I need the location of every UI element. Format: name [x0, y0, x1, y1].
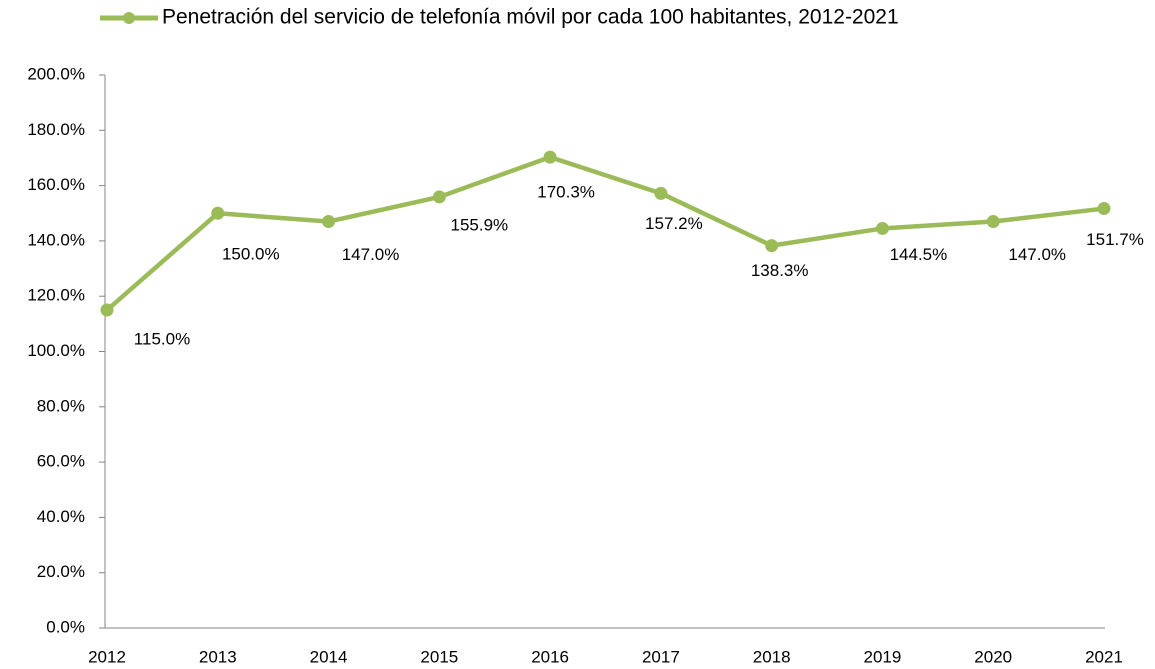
data-point [986, 215, 1000, 229]
data-label: 138.3% [751, 261, 809, 280]
y-tick-label: 40.0% [37, 507, 85, 526]
data-label: 151.7% [1086, 230, 1144, 249]
data-label: 170.3% [537, 183, 595, 202]
y-tick-label: 80.0% [37, 396, 85, 415]
data-point [432, 190, 446, 204]
y-tick-label: 60.0% [37, 452, 85, 471]
x-tick-label: 2019 [864, 647, 902, 666]
data-label: 150.0% [222, 245, 280, 264]
y-tick-label: 180.0% [27, 120, 85, 139]
data-point [100, 303, 114, 317]
legend-marker [123, 12, 135, 24]
x-tick-label: 2021 [1085, 647, 1123, 666]
y-tick-label: 100.0% [27, 341, 85, 360]
x-tick-label: 2018 [753, 647, 791, 666]
data-point [875, 221, 889, 235]
data-label: 147.0% [342, 245, 400, 264]
x-tick-label: 2017 [642, 647, 680, 666]
x-tick-label: 2015 [420, 647, 458, 666]
y-tick-label: 0.0% [46, 617, 85, 636]
series-line [105, 154, 1105, 312]
x-tick-label: 2013 [199, 647, 237, 666]
data-label: 115.0% [134, 330, 190, 349]
x-tick-label: 2020 [974, 647, 1012, 666]
data-label: 155.9% [450, 215, 508, 234]
data-point [322, 215, 336, 229]
data-point [211, 206, 225, 220]
y-tick-label: 20.0% [37, 562, 85, 581]
legend-text: Penetración del servicio de telefonía mó… [162, 6, 899, 29]
data-point [1097, 202, 1111, 216]
data-label: 147.0% [1008, 245, 1066, 264]
data-point [765, 239, 779, 253]
x-tick-label: 2014 [310, 647, 348, 666]
y-tick-label: 200.0% [27, 64, 85, 83]
data-label: 157.2% [645, 214, 703, 233]
data-label: 144.5% [890, 245, 948, 264]
x-tick-label: 2012 [88, 647, 126, 666]
data-point [543, 150, 557, 164]
y-tick-label: 160.0% [27, 175, 85, 194]
data-point [654, 186, 668, 200]
y-tick-label: 120.0% [27, 286, 85, 305]
x-tick-label: 2016 [531, 647, 569, 666]
y-tick-label: 140.0% [27, 230, 85, 249]
